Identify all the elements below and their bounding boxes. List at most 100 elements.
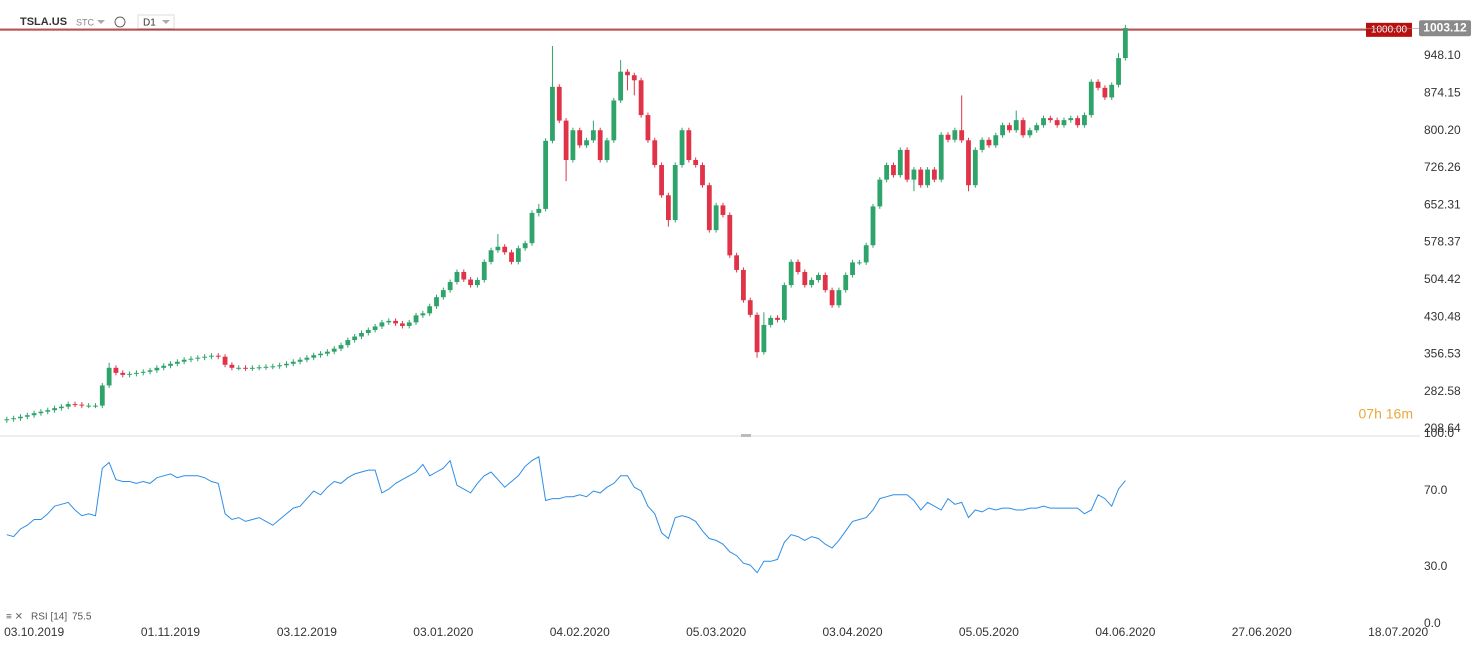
candle-body — [775, 317, 780, 320]
x-tick-label: 05.05.2020 — [959, 625, 1019, 639]
last-price-box — [1419, 20, 1471, 37]
candle-body — [822, 274, 828, 291]
x-tick-label: 27.06.2020 — [1232, 625, 1292, 639]
candle-body — [659, 165, 664, 196]
info-icon[interactable] — [114, 16, 126, 28]
candle-body — [168, 363, 173, 366]
indicator-name: RSI [14] — [31, 612, 67, 623]
candle-body — [427, 306, 433, 314]
candle-body — [747, 300, 753, 315]
candle-body — [202, 356, 208, 358]
candle-body — [331, 348, 337, 352]
candle-body — [1013, 120, 1019, 131]
candle-body — [161, 365, 167, 368]
candle-body — [584, 140, 589, 146]
candle-body — [652, 140, 658, 166]
y-tick-label: 70.0 — [1424, 483, 1448, 497]
candle-body — [925, 169, 930, 186]
y-tick-label: 948.10 — [1424, 48, 1461, 62]
symbol-tag: STC — [76, 17, 95, 27]
candle-body — [1000, 125, 1005, 136]
candle-body — [911, 169, 917, 180]
candle-body — [938, 134, 944, 180]
indicator-icons[interactable]: ≡ ✕ — [6, 612, 23, 623]
pane-handle[interactable] — [741, 434, 751, 437]
candle-body — [850, 262, 855, 275]
x-tick-label: 03.10.2019 — [4, 625, 64, 639]
candle-body — [509, 252, 514, 262]
y-tick-label: 874.15 — [1424, 85, 1461, 99]
x-tick-label: 03.12.2019 — [277, 625, 337, 639]
candle-body — [502, 246, 508, 253]
candle-body — [1041, 118, 1046, 126]
candle-body — [638, 80, 644, 116]
y-tick-label: 30.0 — [1424, 559, 1448, 573]
candle-body — [481, 261, 487, 281]
candle-body — [904, 149, 910, 180]
alert-label: 1000.00 — [1371, 24, 1408, 35]
candle-body — [931, 169, 937, 180]
candle-body — [884, 165, 890, 180]
candle-body — [45, 410, 51, 412]
y-tick-label: 208.64 — [1424, 421, 1461, 435]
candle-body — [1075, 118, 1081, 126]
candle-body — [577, 130, 583, 146]
y-tick-label: 652.31 — [1424, 197, 1461, 211]
candle-body — [154, 367, 160, 371]
candle-body — [99, 385, 105, 406]
dropdown-arrow[interactable] — [97, 20, 105, 24]
symbol[interactable]: TSLA.US — [20, 16, 67, 28]
candle-body — [174, 361, 180, 364]
candle-body — [106, 367, 112, 386]
candle-body — [461, 271, 467, 280]
candle-body — [754, 314, 760, 353]
candle-body — [195, 357, 201, 359]
alert-label-box — [1366, 22, 1412, 37]
candle-body — [550, 86, 555, 141]
candle-body — [768, 317, 774, 325]
candle-body — [1095, 81, 1101, 88]
candle-body — [24, 415, 30, 417]
candle-body — [829, 290, 835, 306]
candle-body — [400, 323, 405, 326]
candle-body — [65, 404, 71, 407]
candle-body — [631, 75, 637, 81]
candle-body — [243, 367, 248, 369]
candle-body — [1020, 120, 1026, 136]
dropdown-arrow[interactable] — [162, 20, 170, 24]
last-price-label: 1003.12 — [1423, 20, 1467, 34]
candle-body — [52, 408, 57, 411]
candle-body — [324, 351, 330, 354]
candle-body — [31, 413, 37, 416]
timeframe-box[interactable] — [137, 14, 175, 30]
candle-body — [1034, 125, 1040, 131]
candle-body — [270, 366, 276, 368]
candle-body — [802, 271, 808, 286]
y-tick-label: 726.26 — [1424, 160, 1461, 174]
timeframe[interactable]: D1 — [143, 18, 156, 29]
candle-body — [434, 297, 439, 307]
candle-body — [475, 280, 480, 286]
candle-body — [665, 195, 671, 221]
indicator-value: 75.5 — [72, 612, 92, 623]
candle-body — [406, 322, 412, 326]
candle-body — [877, 179, 883, 207]
candle-body — [891, 165, 896, 176]
candle-body — [515, 248, 521, 262]
candle-body — [1027, 130, 1033, 136]
candle-body — [420, 313, 426, 316]
candle-body — [181, 359, 187, 362]
candle-body — [672, 165, 678, 221]
candle-body — [918, 169, 924, 186]
candle-body — [856, 262, 862, 264]
candle-body — [1068, 118, 1074, 121]
y-tick-label: 0.0 — [1424, 616, 1441, 630]
candle-body — [570, 130, 576, 160]
y-tick-label: 282.58 — [1424, 384, 1461, 398]
candle-body — [127, 373, 132, 375]
candle-body — [440, 290, 446, 298]
candle-body — [966, 140, 971, 186]
candle-body — [713, 205, 719, 231]
candle-body — [379, 322, 385, 327]
